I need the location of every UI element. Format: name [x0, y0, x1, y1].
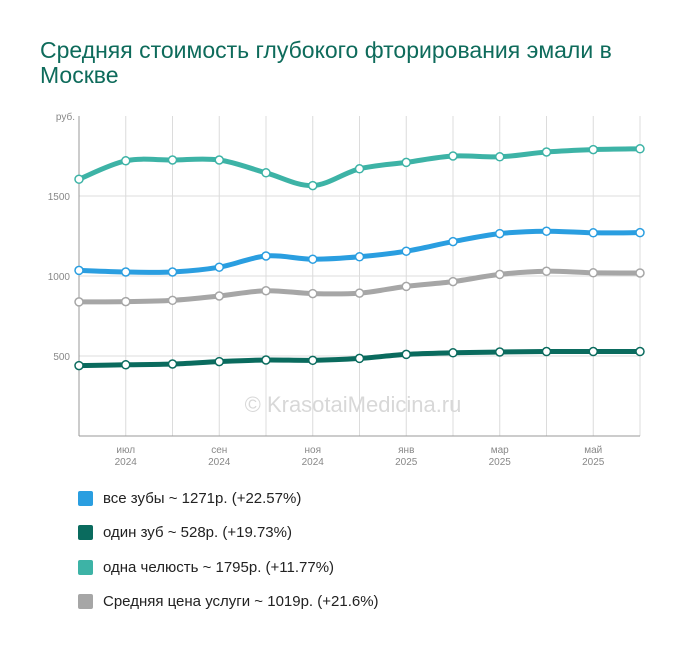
legend-swatch	[78, 559, 93, 575]
data-point	[635, 227, 645, 238]
data-point	[541, 266, 552, 276]
data-point	[261, 251, 271, 261]
legend-swatch	[78, 490, 93, 506]
data-point	[541, 147, 552, 157]
x-tick-label: мар	[491, 445, 509, 456]
data-point	[588, 144, 598, 155]
data-point	[495, 228, 505, 239]
data-point	[401, 349, 411, 360]
data-point	[74, 265, 84, 276]
legend-swatch	[78, 525, 93, 541]
data-point	[74, 174, 84, 184]
data-point	[635, 144, 645, 154]
data-point	[121, 267, 131, 277]
data-point	[588, 346, 598, 357]
data-point	[541, 346, 552, 357]
data-point	[635, 268, 645, 278]
data-point	[401, 281, 411, 292]
data-point	[261, 168, 271, 178]
data-point	[448, 276, 458, 287]
data-point	[308, 288, 318, 299]
data-point	[354, 353, 365, 364]
data-point	[308, 355, 318, 366]
data-point	[448, 151, 458, 161]
axes: 50010001500руб.июл2024сен2024ноя2024янв2…	[48, 111, 640, 468]
legend-item-all-teeth[interactable]: все зубы ~ 1271р. (+22.57%)	[78, 481, 638, 516]
data-point	[214, 356, 224, 367]
grid-lines	[79, 116, 641, 436]
data-point	[121, 296, 131, 307]
x-tick-label: янв	[398, 445, 414, 456]
series-points	[74, 144, 645, 371]
data-point	[635, 346, 645, 357]
x-tick-label: сен	[211, 445, 227, 456]
data-point	[214, 291, 224, 301]
legend-label: все зубы ~ 1271р. (+22.57%)	[103, 489, 302, 507]
legend-label: Средняя цена услуги ~ 1019р. (+21.6%)	[103, 593, 379, 611]
legend-item-one-tooth[interactable]: один зуб ~ 528р. (+19.73%)	[78, 516, 638, 551]
x-tick-label: ноя	[305, 445, 322, 456]
data-point	[261, 355, 271, 365]
data-point	[167, 267, 178, 277]
data-point	[588, 268, 598, 278]
data-point	[354, 252, 365, 262]
data-point	[167, 359, 178, 369]
data-point	[401, 157, 411, 168]
data-point	[495, 152, 505, 162]
data-point	[495, 347, 505, 357]
data-point	[448, 236, 458, 247]
y-axis-label: руб.	[56, 111, 75, 123]
data-point	[354, 164, 365, 174]
data-point	[541, 226, 552, 236]
data-point	[167, 295, 178, 306]
x-tick-year-label: 2025	[582, 457, 605, 468]
data-point	[448, 348, 458, 358]
data-point	[401, 246, 411, 256]
data-point	[214, 155, 224, 165]
legend-label: одна челюсть ~ 1795р. (+11.77%)	[103, 558, 335, 576]
legend-swatch	[78, 594, 93, 610]
legend-item-average-price[interactable]: Средняя цена услуги ~ 1019р. (+21.6%)	[78, 585, 638, 620]
data-point	[74, 360, 84, 371]
y-tick-label: 1000	[48, 272, 71, 283]
data-point	[121, 360, 131, 370]
data-point	[588, 228, 598, 238]
x-tick-label: май	[584, 445, 602, 456]
y-tick-label: 1500	[48, 192, 71, 203]
line-chart: 50010001500руб.июл2024сен2024ноя2024янв2…	[48, 111, 645, 468]
data-point	[261, 285, 271, 296]
data-point	[308, 180, 318, 191]
x-tick-year-label: 2024	[302, 457, 325, 468]
data-point	[74, 297, 84, 307]
x-tick-label: июл	[116, 445, 135, 456]
y-tick-label: 500	[53, 352, 70, 363]
legend: все зубы ~ 1271р. (+22.57%) один зуб ~ 5…	[78, 481, 638, 619]
legend-label: один зуб ~ 528р. (+19.73%)	[103, 524, 292, 542]
data-point	[121, 156, 131, 166]
x-tick-year-label: 2024	[208, 457, 231, 468]
legend-item-one-jaw[interactable]: одна челюсть ~ 1795р. (+11.77%)	[78, 550, 638, 585]
data-point	[167, 155, 178, 165]
data-point	[354, 288, 365, 298]
chart-title: Средняя стоимость глубокого фторирования…	[40, 37, 612, 88]
data-point	[495, 269, 505, 280]
x-tick-year-label: 2024	[115, 457, 138, 468]
x-tick-year-label: 2025	[395, 457, 418, 468]
data-point	[214, 262, 224, 272]
x-tick-year-label: 2025	[489, 457, 512, 468]
data-point	[308, 254, 318, 264]
watermark: © KrasotaiMedicina.ru	[245, 392, 462, 417]
